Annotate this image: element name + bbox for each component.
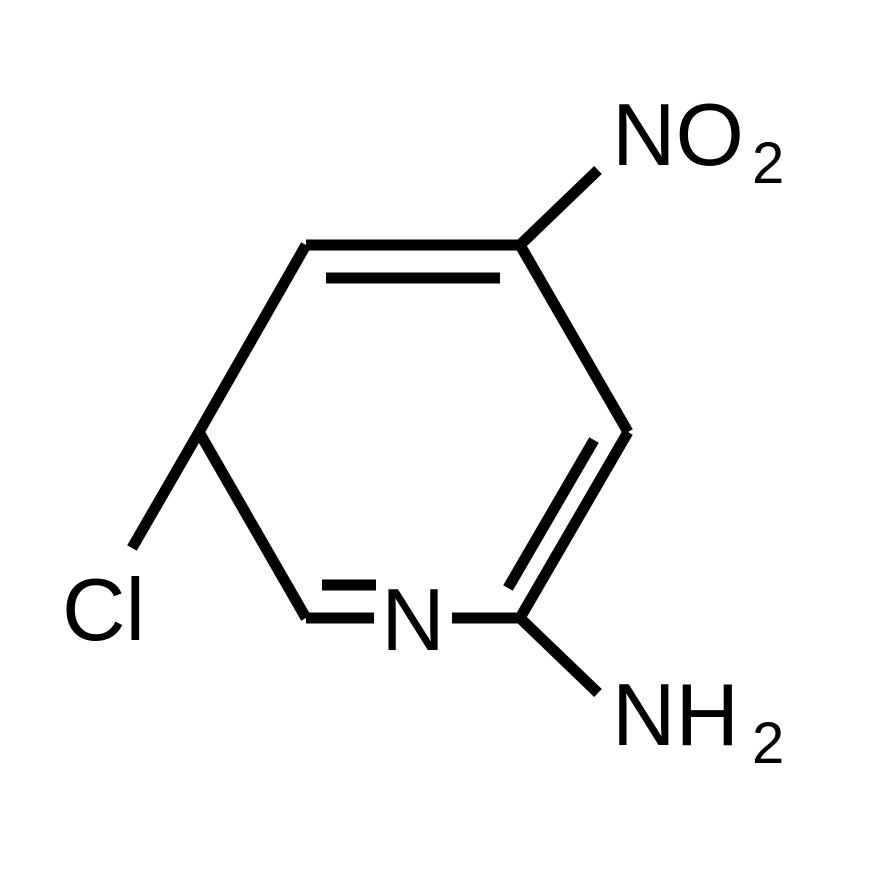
svg-text:2: 2 xyxy=(752,131,784,196)
bond-topright xyxy=(520,245,628,432)
bond-right xyxy=(520,432,628,618)
bond-NH2-sub xyxy=(520,618,598,693)
bond-botleft xyxy=(199,432,306,618)
molecule-diagram: N Cl NO 2 NH 2 xyxy=(0,0,890,890)
bond-NO2-sub xyxy=(520,170,598,245)
svg-text:2: 2 xyxy=(752,711,784,776)
label-NO2: NO 2 xyxy=(612,85,784,196)
svg-text:NH: NH xyxy=(612,665,739,764)
label-N-ring: N xyxy=(381,570,445,669)
svg-text:NO: NO xyxy=(612,85,744,184)
bond-left xyxy=(199,245,306,432)
label-Cl: Cl xyxy=(62,560,145,659)
bond-Cl-sub xyxy=(132,432,199,548)
label-NH2: NH 2 xyxy=(612,665,784,776)
